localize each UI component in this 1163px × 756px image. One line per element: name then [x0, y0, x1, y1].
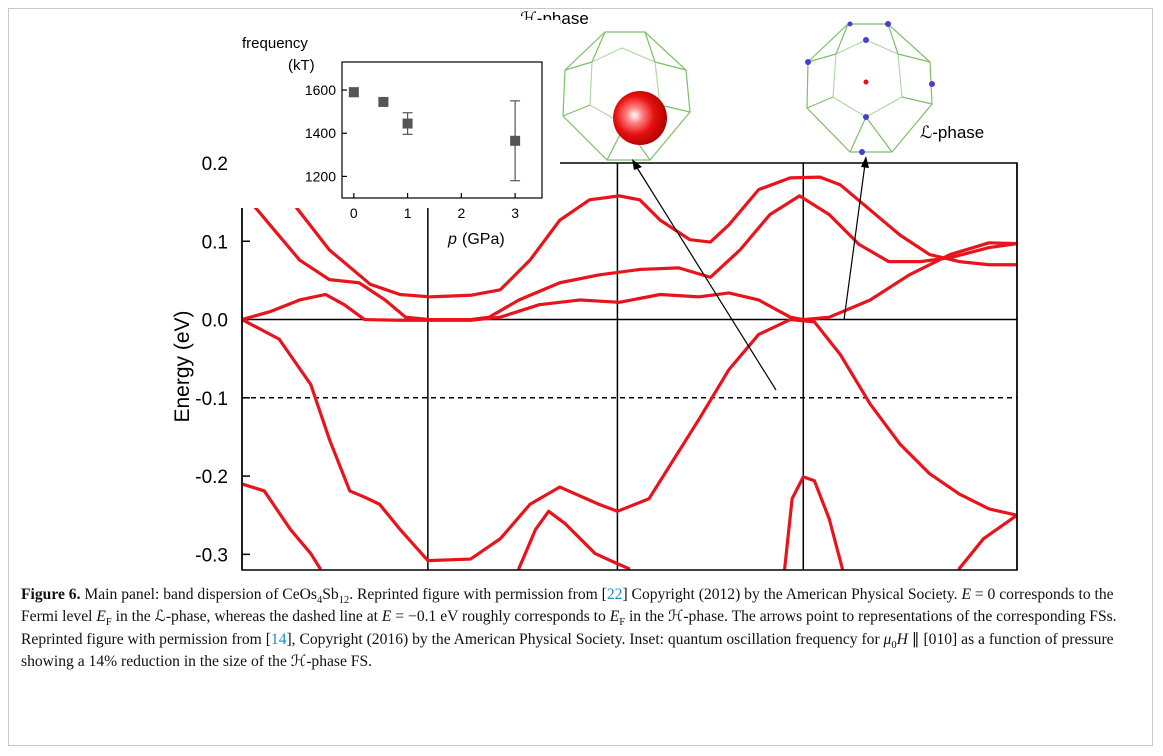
caption-text: Main panel: band dispersion of CeOs [80, 586, 317, 603]
caption-text: Figure 6. [21, 586, 81, 603]
band-line [242, 241, 1017, 322]
x-axis-unit: (GPa) [462, 231, 505, 248]
caption-text: F [619, 617, 626, 629]
x-tick-label: N [610, 579, 624, 580]
y-tick-label: 1200 [305, 168, 336, 184]
inset-background [230, 20, 560, 208]
band-line [957, 513, 1017, 570]
x-tick-label: 2 [457, 205, 465, 221]
x-axis-var: p [447, 231, 457, 248]
x-tick-label: H [421, 579, 435, 580]
caption-text: F [105, 617, 112, 629]
band-line [517, 509, 631, 570]
plot-frame [241, 162, 1018, 571]
band-line [245, 194, 1017, 322]
caption-text: . Reprinted figure with permission from … [349, 586, 607, 603]
fermi-surface-l [805, 21, 935, 155]
caption-text: μ [883, 630, 892, 648]
caption-text: E [381, 608, 392, 626]
y-tick-label: 0.1 [202, 232, 228, 253]
band-line [783, 475, 844, 570]
data-point [348, 87, 359, 98]
x-tick-label: P [1010, 579, 1023, 580]
x-tick-label: 1 [404, 205, 412, 221]
y-axis-label: Energy (eV) [171, 310, 194, 422]
y-tick-label: -0.1 [195, 389, 228, 410]
caption-text: in the ℋ-phase. The arrows point to repr… [21, 608, 1117, 648]
caption-text: Sb [322, 586, 339, 603]
y-tick-label: -0.3 [195, 545, 228, 566]
band-line [242, 482, 322, 570]
x-tick-label: 3 [511, 205, 519, 221]
phase-label: ℒ-phase [920, 123, 984, 142]
y-tick-label: -0.2 [195, 467, 228, 488]
x-tick-label: Γ [797, 579, 809, 580]
caption-text: 4 [316, 595, 323, 607]
caption-text: E [961, 586, 971, 603]
figure-frame [8, 8, 1153, 746]
data-point [402, 118, 413, 129]
arrows [632, 156, 869, 391]
caption-text: ], Copyright (2016) by the American Phys… [286, 630, 884, 648]
figure-caption: Figure 6. Main panel: band dispersion of… [21, 584, 1139, 674]
caption-text: = −0.1 eV roughly corresponds to [391, 608, 610, 626]
caption-text: E [609, 608, 620, 626]
band-line [242, 317, 1017, 563]
data-point [378, 96, 389, 107]
band-line [242, 175, 1017, 299]
inset-panel: 0 1 2 3 1200 1400 1600 frequency (kT) p (GPa) [230, 20, 560, 248]
data-point [510, 135, 521, 146]
reference-link[interactable]: 22 [606, 586, 623, 603]
bands [242, 175, 1017, 570]
caption-text: ∥ [010] as a function of pressure showin… [21, 630, 1114, 671]
x-tick-label: 0 [350, 205, 358, 221]
y-axis-label: (kT) [288, 57, 315, 74]
x-tick-label: Γ [236, 579, 248, 580]
reference-link[interactable]: 14 [270, 630, 287, 648]
inset-frame [341, 61, 543, 199]
y-tick-label: 1400 [305, 125, 336, 141]
caption-text: 0 [891, 639, 897, 651]
y-tick-label: 0.2 [202, 154, 228, 175]
caption-text: 12 [338, 595, 350, 607]
caption-text: = 0 corresponds to the Fermi level [21, 586, 1114, 626]
caption-text: in the ℒ-phase, whereas the dashed line … [111, 608, 382, 626]
caption-text: H [896, 630, 908, 648]
caption-text: ] Copyright (2012) by the American Physi… [622, 586, 962, 603]
y-axis-label: frequency [242, 35, 308, 52]
y-tick-label: 0.0 [202, 311, 228, 332]
y-tick-label: 1600 [305, 82, 336, 98]
fermi-surface-h [562, 31, 691, 161]
caption-text: E [96, 608, 106, 626]
